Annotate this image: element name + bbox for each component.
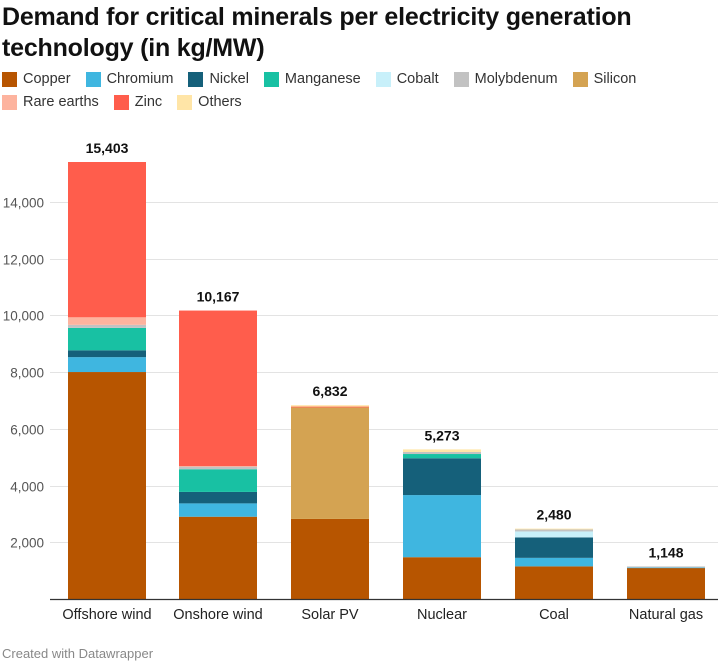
bar-segment-offshore-wind-rare-earths	[68, 317, 146, 325]
bar-total-label: 5,273	[424, 427, 459, 443]
legend-item-rare-earths: Rare earths	[2, 95, 99, 110]
bar-total-label: 10,167	[197, 289, 240, 305]
bar-segment-offshore-wind-zinc	[68, 162, 146, 318]
bar-segment-solar-pv-silicon	[291, 407, 369, 519]
bar-segment-natural-gas-cobalt	[627, 566, 705, 568]
legend-swatch	[375, 72, 391, 87]
bar-segment-nuclear-copper	[403, 557, 481, 599]
bar-segment-onshore-wind-rare-earths	[179, 465, 257, 467]
bar-segment-onshore-wind-manganese	[179, 469, 257, 492]
bar-total-label: 1,148	[648, 544, 683, 560]
bar-segment-offshore-wind-molybdenum	[68, 324, 146, 328]
legend-item-chromium: Chromium	[85, 71, 174, 87]
legend-swatch	[572, 72, 588, 87]
y-tick-label: 2,000	[10, 536, 44, 551]
legend-label: Cobalt	[396, 71, 439, 87]
bar-segment-natural-gas-copper	[627, 567, 705, 599]
bar-segment-coal-molybdenum	[515, 529, 593, 532]
legend-item-others: Others	[177, 95, 242, 110]
bar-total-label: 6,832	[312, 383, 347, 399]
bar-segment-onshore-wind-nickel	[179, 491, 257, 504]
chart-legend: Copper Chromium Nickel Manganese Cobalt Molyb…	[2, 72, 718, 110]
legend-swatch	[2, 95, 17, 110]
bar-segment-solar-pv-zinc	[291, 406, 369, 408]
bar-total-label: 15,403	[86, 140, 129, 156]
y-tick-label: 12,000	[3, 253, 44, 268]
y-tick-label: 6,000	[10, 423, 44, 438]
bar-total-label: 2,480	[536, 507, 571, 523]
bar-segment-nuclear-chromium	[403, 495, 481, 558]
legend-swatch	[453, 72, 469, 87]
bar-segment-offshore-wind-copper	[68, 372, 146, 599]
bar-segment-offshore-wind-nickel	[68, 350, 146, 358]
x-category-label: Solar PV	[301, 607, 359, 623]
legend-swatch	[2, 72, 17, 87]
bar-segment-natural-gas-chromium	[627, 567, 705, 569]
chart-title: Demand for critical minerals per electri…	[2, 3, 632, 62]
bar-segment-onshore-wind-copper	[179, 516, 257, 599]
legend-item-silicon: Silicon	[572, 71, 637, 87]
credit-footer: Created with Datawrapper	[2, 646, 154, 661]
legend-label: Nickel	[209, 71, 249, 87]
bar-segment-solar-pv-others	[291, 405, 369, 407]
legend-label: Zinc	[134, 94, 163, 110]
bar-segment-coal-copper	[515, 566, 593, 599]
bar-segment-offshore-wind-chromium	[68, 357, 146, 373]
legend-label: Rare earths	[23, 94, 99, 110]
legend-item-manganese: Manganese	[263, 71, 361, 87]
x-category-label: Onshore wind	[173, 607, 262, 623]
bar-segment-onshore-wind-zinc	[179, 310, 257, 466]
y-tick-label: 8,000	[10, 366, 44, 381]
bar-segment-solar-pv-copper	[291, 518, 369, 599]
bar-segment-natural-gas-molybdenum	[627, 566, 705, 568]
legend-label: Silicon	[593, 71, 637, 87]
legend-item-molybdenum: Molybdenum	[453, 71, 558, 87]
bar-segment-nuclear-nickel	[403, 458, 481, 496]
legend-item-nickel: Nickel	[188, 71, 249, 87]
legend-label: Molybdenum	[474, 71, 558, 87]
y-tick-label: 4,000	[10, 480, 44, 495]
bar-segment-onshore-wind-molybdenum	[179, 466, 257, 470]
bar-segment-coal-cobalt	[515, 531, 593, 538]
x-category-label: Coal	[539, 607, 569, 623]
legend-label: Manganese	[284, 71, 361, 87]
legend-swatch	[188, 72, 204, 87]
bar-segment-nuclear-molybdenum	[403, 452, 481, 455]
bar-segment-nuclear-manganese	[403, 454, 481, 459]
legend-swatch	[263, 72, 279, 87]
legend-label: Others	[198, 94, 242, 110]
bar-segment-coal-chromium	[515, 557, 593, 567]
legend-item-zinc: Zinc	[113, 94, 163, 110]
legend-swatch	[177, 95, 193, 110]
x-category-label: Offshore wind	[62, 607, 151, 623]
x-category-label: Nuclear	[417, 607, 467, 623]
legend-item-copper: Copper	[2, 72, 71, 87]
bar-segment-coal-others	[515, 528, 593, 530]
legend-swatch	[85, 72, 101, 87]
x-category-label: Natural gas	[629, 607, 703, 623]
legend-label: Copper	[23, 71, 71, 87]
y-tick-label: 10,000	[3, 309, 44, 324]
legend-label: Chromium	[106, 71, 174, 87]
legend-swatch	[113, 95, 129, 110]
y-tick-label: 14,000	[3, 196, 44, 211]
bar-segment-nuclear-others	[403, 449, 481, 453]
legend-item-cobalt: Cobalt	[375, 71, 439, 87]
bar-segment-onshore-wind-chromium	[179, 503, 257, 517]
bar-segment-coal-nickel	[515, 537, 593, 558]
bar-segment-offshore-wind-manganese	[68, 327, 146, 351]
